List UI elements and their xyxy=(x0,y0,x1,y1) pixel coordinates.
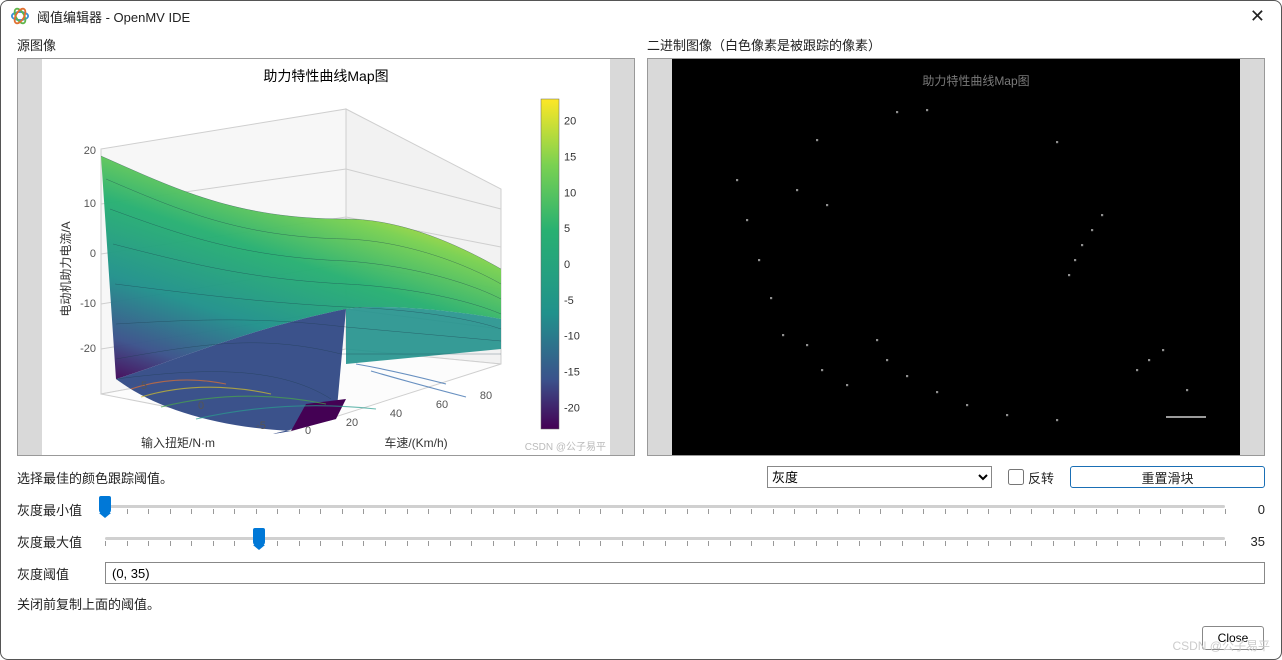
gray-max-label: 灰度最大值 xyxy=(17,532,95,551)
svg-text:0: 0 xyxy=(90,248,96,260)
copy-before-close-instruction: 关闭前复制上面的阈值。 xyxy=(17,594,1265,613)
gray-max-value: 35 xyxy=(1235,534,1265,549)
svg-text:60: 60 xyxy=(436,399,448,411)
svg-text:-5: -5 xyxy=(564,295,574,307)
x-axis-label: 车速/(Km/h) xyxy=(384,435,447,450)
svg-text:-10: -10 xyxy=(564,331,580,343)
svg-text:-20: -20 xyxy=(564,402,580,414)
z-ticks: 20 10 0 -10 -20 xyxy=(80,145,96,355)
y-axis-label: 输入扭矩/N·m xyxy=(141,435,215,450)
binary-right-pad xyxy=(1240,59,1264,455)
svg-text:0: 0 xyxy=(564,259,570,271)
source-image: 助力特性曲线Map图 xyxy=(42,59,610,455)
gray-min-slider[interactable] xyxy=(105,498,1225,520)
svg-text:5: 5 xyxy=(141,380,147,392)
svg-text:0: 0 xyxy=(198,400,204,412)
svg-text:15: 15 xyxy=(564,151,576,163)
invert-checkbox[interactable] xyxy=(1008,469,1024,485)
dialog-button-row: Close xyxy=(1202,626,1264,650)
binary-image: 助力特性曲线Map图 xyxy=(672,59,1240,455)
gray-max-row: 灰度最大值 35 xyxy=(17,530,1265,552)
window-close-icon[interactable]: ✕ xyxy=(1244,6,1271,27)
svg-text:-20: -20 xyxy=(80,343,96,355)
threshold-label: 灰度阈值 xyxy=(17,564,95,583)
controls-row: 选择最佳的颜色跟踪阈值。 灰度 反转 重置滑块 xyxy=(17,466,1265,488)
invert-checkbox-wrap[interactable]: 反转 xyxy=(1008,468,1054,487)
gray-min-row: 灰度最小值 0 xyxy=(17,498,1265,520)
threshold-input[interactable] xyxy=(105,562,1265,584)
app-logo-icon xyxy=(11,7,29,25)
invert-label: 反转 xyxy=(1028,468,1054,487)
source-column: 源图像 助力特性曲线Map图 xyxy=(17,35,635,456)
svg-text:10: 10 xyxy=(84,198,96,210)
titlebar: 阈值编辑器 - OpenMV IDE ✕ xyxy=(1,1,1281,31)
svg-text:20: 20 xyxy=(346,417,358,429)
gray-min-thumb[interactable] xyxy=(99,496,111,514)
close-button[interactable]: Close xyxy=(1202,626,1264,650)
svg-text:20: 20 xyxy=(84,145,96,157)
svg-text:-15: -15 xyxy=(564,367,580,379)
source-left-pad xyxy=(18,59,42,455)
svg-text:80: 80 xyxy=(480,390,492,402)
svg-text:5: 5 xyxy=(564,223,570,235)
images-row: 源图像 助力特性曲线Map图 xyxy=(17,35,1265,456)
select-best-instruction: 选择最佳的颜色跟踪阈值。 xyxy=(17,468,173,487)
colorbar: -20 -15 -10 -5 0 5 10 15 20 xyxy=(541,99,580,429)
source-image-label: 源图像 xyxy=(17,35,635,54)
gray-max-slider[interactable] xyxy=(105,530,1225,552)
binary-ghost-title: 助力特性曲线Map图 xyxy=(922,73,1029,88)
binary-image-label: 二进制图像（白色像素是被跟踪的像素） xyxy=(647,35,1265,54)
source-right-pad xyxy=(610,59,634,455)
gray-min-value: 0 xyxy=(1235,502,1265,517)
binary-image-panel: 助力特性曲线Map图 xyxy=(647,58,1265,456)
source-image-panel: 助力特性曲线Map图 xyxy=(17,58,635,456)
gray-max-thumb[interactable] xyxy=(253,528,265,546)
binary-left-pad xyxy=(648,59,672,455)
source-chart-title: 助力特性曲线Map图 xyxy=(263,68,388,84)
reset-sliders-button[interactable]: 重置滑块 xyxy=(1070,466,1265,488)
source-watermark: CSDN @公子易平 xyxy=(525,438,606,453)
binary-column: 二进制图像（白色像素是被跟踪的像素） 助力特性曲线Map图 xyxy=(647,35,1265,456)
z-axis-label: 电动机助力电流/A xyxy=(59,221,73,316)
source-surface-svg: 助力特性曲线Map图 xyxy=(42,59,610,455)
svg-text:-10: -10 xyxy=(80,298,96,310)
svg-text:0: 0 xyxy=(305,425,311,437)
svg-text:40: 40 xyxy=(390,408,402,420)
svg-text:20: 20 xyxy=(564,116,576,128)
window-title: 阈值编辑器 - OpenMV IDE xyxy=(37,7,1244,26)
binary-svg: 助力特性曲线Map图 xyxy=(672,59,1240,455)
color-mode-select[interactable]: 灰度 xyxy=(767,466,992,488)
svg-text:-5: -5 xyxy=(256,420,266,432)
svg-text:10: 10 xyxy=(564,187,576,199)
content-area: 源图像 助力特性曲线Map图 xyxy=(1,31,1281,617)
threshold-row: 灰度阈值 xyxy=(17,562,1265,584)
gray-min-label: 灰度最小值 xyxy=(17,500,95,519)
